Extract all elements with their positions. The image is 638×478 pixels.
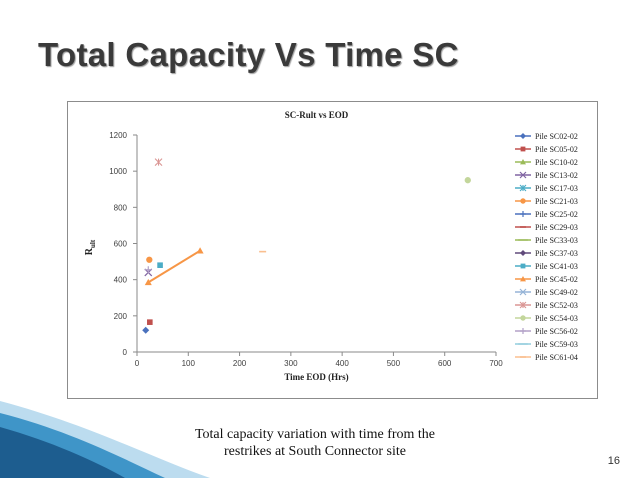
chart-title: SC-Rult vs EOD — [285, 110, 349, 120]
legend-marker-shape — [519, 171, 527, 179]
legend-marker — [520, 328, 526, 334]
legend-marker-shape — [520, 315, 526, 321]
legend-label: Pile SC13-02 — [535, 171, 578, 180]
legend-marker-shape — [520, 263, 526, 269]
legend-label: Pile SC10-02 — [535, 158, 578, 167]
y-tick-label: 800 — [114, 203, 128, 212]
legend-label: Pile SC29-03 — [535, 223, 578, 232]
legend-marker — [520, 159, 526, 165]
legend-marker-shape — [520, 133, 526, 139]
y-tick-label: 200 — [114, 312, 128, 321]
data-point-shape — [147, 319, 153, 325]
data-point-shape — [144, 266, 152, 274]
slide-caption: Total capacity variation with time from … — [170, 426, 460, 460]
slide-title: Total Capacity Vs Time SC — [38, 36, 459, 73]
data-point — [157, 262, 163, 268]
legend-label: Pile SC59-03 — [535, 340, 578, 349]
legend-marker-shape — [519, 288, 527, 296]
x-tick-label: 300 — [284, 359, 298, 368]
series-line-pile-sc45-02 — [147, 249, 201, 284]
data-point — [142, 326, 150, 334]
data-point — [464, 177, 471, 184]
legend-marker — [520, 133, 526, 139]
data-point — [154, 158, 163, 167]
page-number: 16 — [607, 455, 620, 467]
x-tick-label: 0 — [135, 359, 140, 368]
y-tick-label: 1000 — [109, 167, 127, 176]
chart-frame: SC-Rult vs EOD 0 200 400 600 800 1000 1200 0 100 2… — [67, 101, 598, 399]
legend-label: Pile SC56-02 — [535, 327, 578, 336]
legend-marker — [520, 198, 526, 204]
legend-marker-shape — [520, 198, 526, 204]
legend-label: Pile SC52-03 — [535, 301, 578, 310]
legend-label: Pile SC37-03 — [535, 249, 578, 258]
legend-label: Pile SC33-03 — [535, 236, 578, 245]
data-point-shape — [157, 262, 163, 268]
legend-marker — [520, 211, 526, 217]
x-tick-label: 200 — [233, 359, 247, 368]
legend-marker — [520, 146, 526, 152]
data-point-shape — [196, 247, 204, 254]
legend-label: Pile SC02-02 — [535, 132, 578, 141]
y-axis-label-main: R — [84, 247, 95, 255]
data-point-shape — [154, 158, 163, 167]
legend-label: Pile SC54-03 — [535, 314, 578, 323]
legend-marker-shape — [520, 146, 526, 152]
x-axis-label: Time EOD (Hrs) — [284, 372, 348, 382]
legend-label: Pile SC21-03 — [535, 197, 578, 206]
scatter-chart: SC-Rult vs EOD 0 200 400 600 800 1000 1200 0 100 2… — [84, 110, 578, 382]
legend-marker-shape — [520, 250, 526, 256]
data-point-shape — [146, 256, 153, 263]
data-point — [146, 256, 153, 263]
caption-line-1: Total capacity variation with time from … — [194, 427, 436, 442]
footer-band-dark — [0, 427, 125, 478]
legend-marker-shape — [519, 301, 527, 309]
legend-label: Pile SC61-04 — [535, 353, 578, 362]
legend-label: Pile SC45-02 — [535, 275, 578, 284]
legend-label: Pile SC17-03 — [535, 184, 578, 193]
legend-marker — [519, 301, 527, 309]
data-point — [196, 247, 204, 254]
legend-marker — [520, 315, 526, 321]
x-tick-label: 400 — [335, 359, 349, 368]
y-axis-label: Rult — [84, 239, 97, 255]
data-point — [144, 266, 152, 274]
legend-marker — [519, 184, 527, 192]
y-tick-label: 600 — [114, 240, 128, 249]
footer-swoosh-graphic — [0, 401, 210, 478]
legend-marker-shape — [520, 211, 526, 217]
legend-marker — [519, 288, 527, 296]
y-tick-label: 0 — [123, 348, 128, 357]
y-axis-label-subscript: ult — [89, 239, 97, 248]
legend-label: Pile SC49-02 — [535, 288, 578, 297]
legend-label: Pile SC25-02 — [535, 210, 578, 219]
x-tick-label: 700 — [489, 359, 503, 368]
x-tick-label: 100 — [182, 359, 196, 368]
data-point — [144, 278, 152, 286]
legend-marker — [520, 263, 526, 269]
legend-marker-shape — [520, 328, 526, 334]
data-point-shape — [142, 326, 150, 334]
data-point — [147, 319, 153, 325]
legend-marker — [519, 171, 527, 179]
legend-marker-shape — [520, 159, 526, 165]
data-point-shape — [464, 177, 471, 184]
legend-label: Pile SC41-03 — [535, 262, 578, 271]
y-tick-label: 1200 — [109, 131, 127, 140]
x-tick-label: 600 — [438, 359, 452, 368]
caption-line-2: restrikes at South Connector site — [224, 444, 406, 459]
legend-marker-shape — [519, 184, 527, 192]
legend-marker — [520, 250, 526, 256]
legend-marker-shape — [520, 276, 526, 282]
legend-marker — [520, 276, 526, 282]
y-tick-label: 400 — [114, 276, 128, 285]
x-tick-label: 500 — [387, 359, 401, 368]
data-point-shape — [144, 278, 152, 286]
legend-label: Pile SC05-02 — [535, 145, 578, 154]
